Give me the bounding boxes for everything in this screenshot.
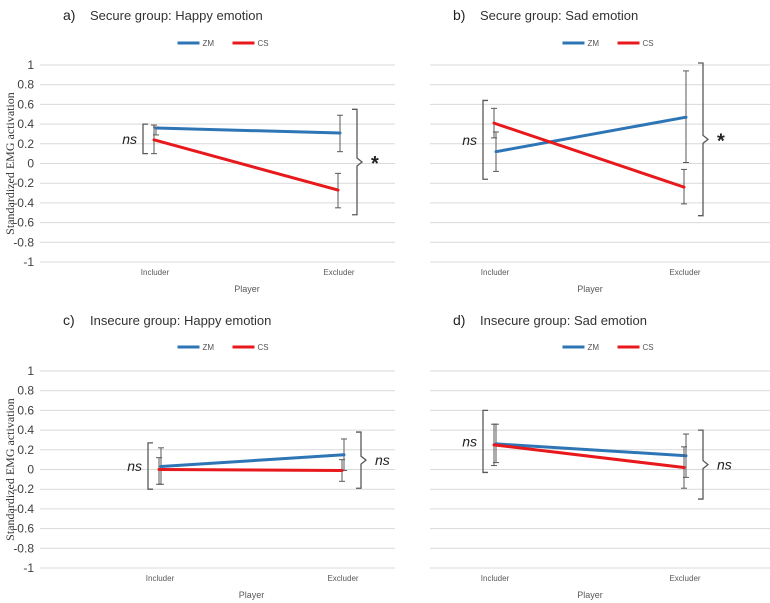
chart-title: Secure group: Sad emotion bbox=[480, 8, 638, 23]
chart-title: Secure group: Happy emotion bbox=[90, 8, 263, 23]
x-tick-label: Includer bbox=[481, 574, 510, 583]
data-point-cs bbox=[157, 468, 161, 471]
series-line-zm bbox=[160, 453, 345, 469]
series-line-zm bbox=[495, 115, 687, 154]
panel-label: b) bbox=[453, 7, 465, 23]
data-point-cs bbox=[152, 138, 156, 142]
chart-panel-1: 1 0.8 0.6 0.4 0.2 0 -0.2 -0.4 -0.6 -0.8 -1 a) Secure… bbox=[3, 7, 395, 294]
legend-label-cs: CS bbox=[258, 39, 269, 48]
chart-panel-4: d) Insecure group: Sad emotion ZM CS Include… bbox=[430, 312, 770, 600]
y-tick-label: -0.2 bbox=[13, 482, 34, 496]
significance-bracket bbox=[698, 429, 710, 500]
y-tick-label: 0.2 bbox=[17, 443, 34, 457]
legend-label-cs: CS bbox=[643, 39, 654, 48]
data-point-zm bbox=[154, 126, 158, 130]
data-point-cs bbox=[340, 468, 344, 472]
y-tick-label: 0.2 bbox=[17, 137, 34, 151]
y-tick-label: 0.4 bbox=[17, 117, 34, 131]
series-line-cs bbox=[158, 468, 343, 472]
significance-label: ns bbox=[127, 458, 142, 474]
x-tick-label: Excluder bbox=[669, 574, 700, 583]
x-tick-label: Includer bbox=[141, 268, 170, 277]
y-tick-label: -1 bbox=[23, 561, 34, 575]
significance-bracket bbox=[356, 431, 368, 489]
x-axis-label: Player bbox=[577, 284, 603, 294]
series-line-cs bbox=[493, 121, 685, 189]
legend-label-cs: CS bbox=[258, 343, 269, 352]
significance-bracket bbox=[352, 108, 364, 216]
data-point-zm bbox=[684, 454, 688, 458]
x-tick-label: Excluder bbox=[327, 574, 358, 583]
data-point-zm bbox=[684, 115, 688, 119]
data-point-zm bbox=[338, 131, 342, 135]
panel-label: c) bbox=[63, 312, 75, 328]
series-line-zm bbox=[155, 126, 341, 135]
y-tick-label: 0 bbox=[27, 463, 34, 477]
legend-label-zm: ZM bbox=[203, 343, 215, 352]
y-tick-label: -0.4 bbox=[13, 502, 34, 516]
data-point-cs bbox=[492, 443, 496, 447]
data-point-cs bbox=[682, 466, 686, 470]
series-line-cs bbox=[493, 443, 685, 470]
data-point-zm bbox=[342, 453, 346, 457]
y-tick-label: -0.8 bbox=[13, 235, 34, 249]
y-tick-label: 0.8 bbox=[17, 78, 34, 92]
significance-bracket bbox=[482, 99, 488, 180]
significance-label: * bbox=[371, 153, 379, 175]
y-tick-label: -0.4 bbox=[13, 196, 34, 210]
y-tick-label: 1 bbox=[27, 364, 34, 378]
significance-label: ns bbox=[462, 433, 477, 449]
x-tick-label: Includer bbox=[481, 268, 510, 277]
data-point-cs bbox=[492, 121, 496, 125]
y-axis-label: Standardized EMG activation bbox=[3, 398, 17, 541]
legend-label-cs: CS bbox=[643, 343, 654, 352]
y-tick-label: -0.8 bbox=[13, 541, 34, 555]
significance-label: * bbox=[717, 130, 725, 152]
legend-label-zm: ZM bbox=[588, 343, 600, 352]
data-point-zm bbox=[159, 465, 163, 469]
significance-label: ns bbox=[122, 131, 137, 147]
y-tick-label: -0.2 bbox=[13, 176, 34, 190]
chart-title: Insecure group: Happy emotion bbox=[90, 313, 271, 328]
y-tick-label: -0.6 bbox=[13, 522, 34, 536]
series-line-zm bbox=[495, 442, 687, 458]
series-line-cs bbox=[153, 138, 339, 192]
x-tick-label: Excluder bbox=[323, 268, 354, 277]
x-tick-label: Includer bbox=[146, 574, 175, 583]
panel-label: a) bbox=[63, 7, 75, 23]
y-tick-label: 1 bbox=[27, 58, 34, 72]
y-tick-label: 0 bbox=[27, 157, 34, 171]
panel-label: d) bbox=[453, 312, 465, 328]
legend-label-zm: ZM bbox=[203, 39, 215, 48]
data-point-cs bbox=[682, 185, 686, 189]
significance-label: ns bbox=[375, 452, 390, 468]
y-tick-label: 0.4 bbox=[17, 423, 34, 437]
x-axis-label: Player bbox=[234, 284, 260, 294]
significance-bracket bbox=[482, 409, 488, 474]
data-point-zm bbox=[494, 150, 498, 154]
significance-label: ns bbox=[717, 457, 732, 473]
legend-label-zm: ZM bbox=[588, 39, 600, 48]
x-axis-label: Player bbox=[577, 590, 603, 600]
significance-bracket bbox=[698, 62, 710, 217]
significance-label: ns bbox=[462, 132, 477, 148]
significance-bracket bbox=[147, 442, 153, 490]
significance-bracket bbox=[142, 123, 148, 155]
y-tick-label: -0.6 bbox=[13, 216, 34, 230]
y-tick-label: -1 bbox=[23, 255, 34, 269]
chart-title: Insecure group: Sad emotion bbox=[480, 313, 647, 328]
chart-panel-3: 1 0.8 0.6 0.4 0.2 0 -0.2 -0.4 -0.6 -0.8 -1 c) Insecu… bbox=[3, 312, 395, 600]
y-tick-label: 0.6 bbox=[17, 97, 34, 111]
y-tick-label: 0.6 bbox=[17, 403, 34, 417]
y-axis-label: Standardized EMG activation bbox=[3, 92, 17, 235]
chart-panel-2: b) Secure group: Sad emotion ZM CS Includer E… bbox=[430, 7, 770, 294]
x-axis-label: Player bbox=[239, 590, 265, 600]
x-tick-label: Excluder bbox=[669, 268, 700, 277]
data-point-cs bbox=[336, 188, 340, 192]
y-tick-label: 0.8 bbox=[17, 384, 34, 398]
